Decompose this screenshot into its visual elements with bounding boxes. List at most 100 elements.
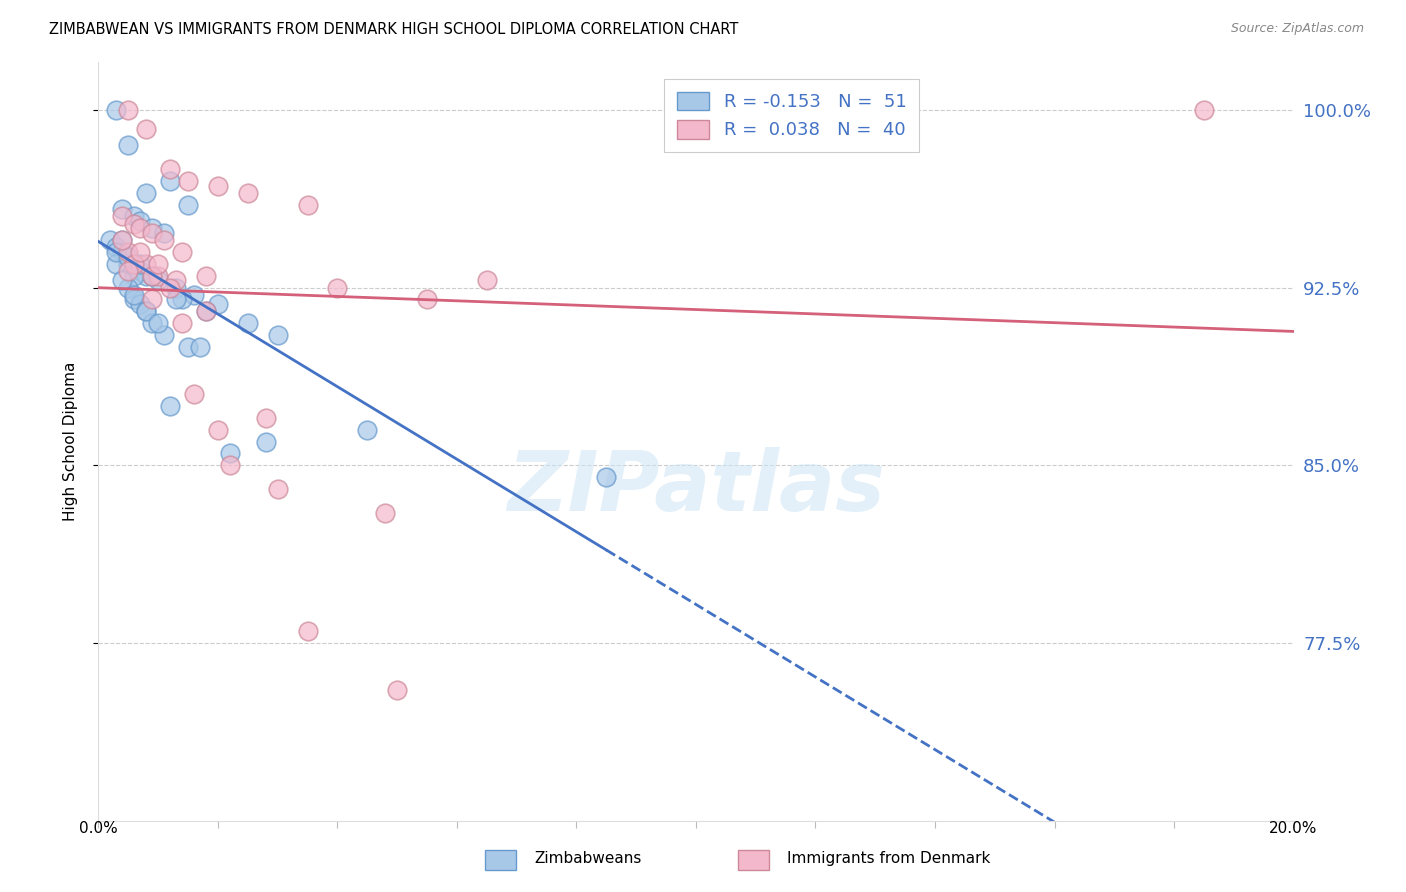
Point xyxy=(141,268,163,283)
Point xyxy=(374,506,396,520)
Point xyxy=(236,316,259,330)
Point xyxy=(141,226,163,240)
Legend: R = -0.153   N =  51, R =  0.038   N =  40: R = -0.153 N = 51, R = 0.038 N = 40 xyxy=(664,79,920,152)
Point xyxy=(129,264,152,278)
Point xyxy=(111,244,134,259)
Point xyxy=(117,138,139,153)
Point xyxy=(129,244,152,259)
Point xyxy=(135,304,157,318)
Point xyxy=(148,273,170,287)
Point xyxy=(105,257,128,271)
Point xyxy=(111,233,134,247)
Text: ZIPatlas: ZIPatlas xyxy=(508,447,884,527)
Point xyxy=(148,257,170,271)
Point xyxy=(124,217,146,231)
Point xyxy=(297,197,319,211)
Point xyxy=(385,683,409,698)
Point xyxy=(595,470,617,484)
Point xyxy=(195,268,218,283)
Point xyxy=(141,268,163,283)
Point xyxy=(148,316,170,330)
Point xyxy=(177,174,200,188)
Point xyxy=(177,340,200,354)
Text: 20.0%: 20.0% xyxy=(1270,821,1317,836)
Point xyxy=(254,410,277,425)
Point xyxy=(195,304,218,318)
Point xyxy=(124,293,146,307)
Point xyxy=(111,233,134,247)
Point xyxy=(1192,103,1215,117)
Text: Source: ZipAtlas.com: Source: ZipAtlas.com xyxy=(1230,22,1364,36)
Y-axis label: High School Diploma: High School Diploma xyxy=(63,362,77,521)
Point xyxy=(153,327,176,342)
Point xyxy=(135,268,157,283)
Point xyxy=(153,226,176,240)
Text: ZIMBABWEAN VS IMMIGRANTS FROM DENMARK HIGH SCHOOL DIPLOMA CORRELATION CHART: ZIMBABWEAN VS IMMIGRANTS FROM DENMARK HI… xyxy=(49,22,738,37)
Point xyxy=(475,273,498,287)
Point xyxy=(183,387,205,401)
Point xyxy=(236,186,259,200)
Point xyxy=(159,162,181,177)
Point xyxy=(416,293,439,307)
Point xyxy=(135,304,157,318)
Point xyxy=(219,446,242,460)
Point xyxy=(129,297,152,311)
Point xyxy=(117,250,139,264)
Point xyxy=(124,257,146,271)
Point xyxy=(159,399,181,413)
Point xyxy=(172,293,194,307)
Point xyxy=(159,280,181,294)
Point xyxy=(117,264,139,278)
Point xyxy=(98,233,122,247)
Point xyxy=(153,233,176,247)
Point xyxy=(129,221,152,235)
Text: 0.0%: 0.0% xyxy=(79,821,118,836)
Point xyxy=(117,280,139,294)
Point xyxy=(124,210,146,224)
Point xyxy=(141,221,163,235)
Point xyxy=(117,257,139,271)
Point xyxy=(183,287,205,301)
Point xyxy=(207,178,229,193)
Point xyxy=(111,210,134,224)
Point xyxy=(172,244,194,259)
Point xyxy=(177,197,200,211)
Point xyxy=(117,244,139,259)
Point xyxy=(219,458,242,473)
Point xyxy=(105,244,128,259)
Point xyxy=(267,327,290,342)
Point xyxy=(165,280,187,294)
Point xyxy=(124,257,146,271)
Text: Immigrants from Denmark: Immigrants from Denmark xyxy=(787,851,991,865)
Point xyxy=(254,434,277,449)
Point xyxy=(117,103,139,117)
Point xyxy=(297,624,319,638)
Point xyxy=(267,482,290,496)
Point xyxy=(207,423,229,437)
Point xyxy=(165,293,187,307)
Point xyxy=(172,316,194,330)
Text: Zimbabweans: Zimbabweans xyxy=(534,851,641,865)
Point xyxy=(111,273,134,287)
Point xyxy=(207,297,229,311)
Point xyxy=(135,121,157,136)
Point xyxy=(195,304,218,318)
Point xyxy=(356,423,378,437)
Point xyxy=(159,174,181,188)
Point xyxy=(129,257,152,271)
Point xyxy=(124,268,146,283)
Point xyxy=(165,273,187,287)
Point xyxy=(188,340,211,354)
Point xyxy=(105,240,128,254)
Point xyxy=(135,257,157,271)
Point xyxy=(111,202,134,217)
Point xyxy=(148,268,170,283)
Point xyxy=(105,103,128,117)
Point xyxy=(326,280,349,294)
Point xyxy=(141,316,163,330)
Point xyxy=(117,250,139,264)
Point xyxy=(124,287,146,301)
Point xyxy=(129,214,152,228)
Point xyxy=(141,293,163,307)
Point xyxy=(135,186,157,200)
